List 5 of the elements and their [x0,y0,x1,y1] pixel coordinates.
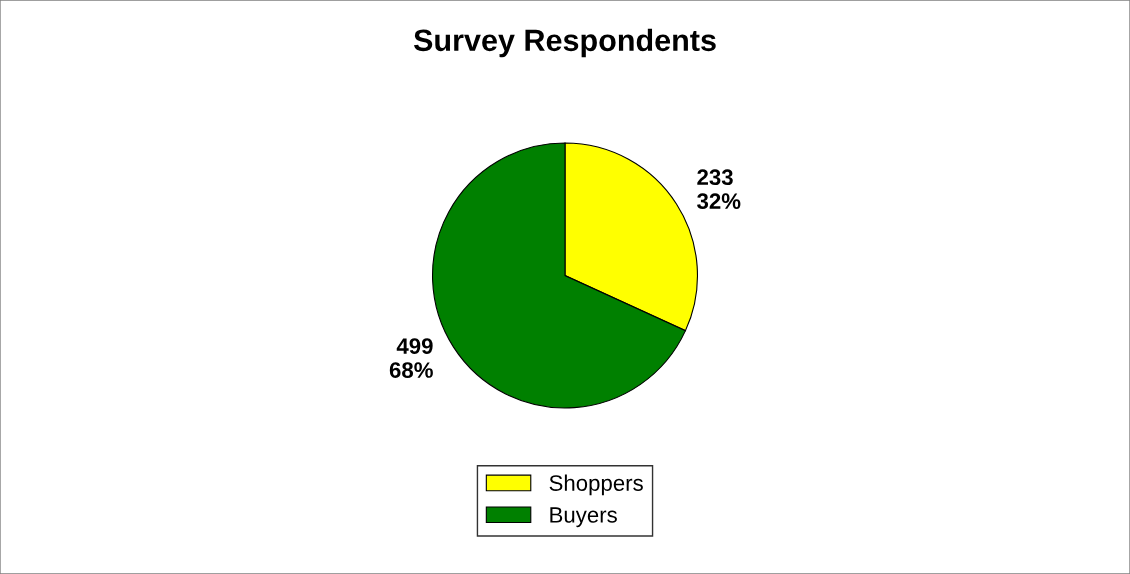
chart-title: Survey Respondents [413,28,716,58]
legend-label: Buyers [550,507,617,528]
data-label: 499 68% [389,338,433,378]
data-label: 233 32% [697,169,741,210]
legend-label: Shoppers [549,474,643,496]
